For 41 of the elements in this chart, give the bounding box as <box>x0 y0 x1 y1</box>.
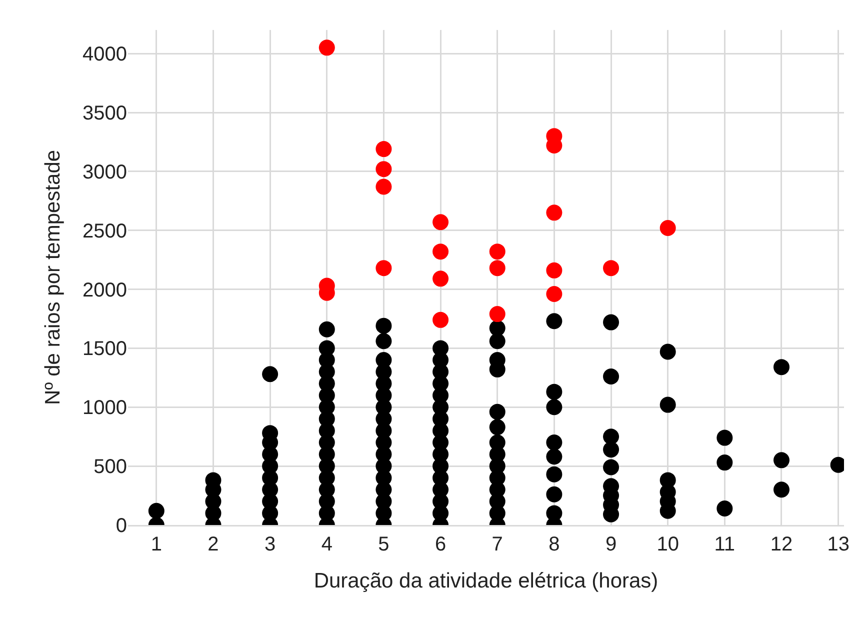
point <box>376 178 392 195</box>
y-tick-label: 4000 <box>82 44 127 66</box>
x-tick-label: 12 <box>770 534 793 556</box>
x-tick-label: 11 <box>714 534 736 556</box>
point <box>432 214 449 230</box>
y-tick-label: 0 <box>116 515 127 537</box>
x-tick-label: 6 <box>434 534 446 556</box>
y-tick-label: 2500 <box>82 220 127 242</box>
x-tick-label: 2 <box>208 534 219 556</box>
x-tick-label: 8 <box>548 534 560 556</box>
point <box>489 244 506 260</box>
y-tick-label: 3000 <box>82 161 127 184</box>
point <box>432 312 449 328</box>
x-tick-label: 13 <box>827 534 850 556</box>
y-tick-label: 3500 <box>82 102 127 124</box>
x-tick-label: 1 <box>150 534 162 556</box>
y-tick-label: 500 <box>94 456 127 478</box>
y-tick-label: 2000 <box>82 279 127 302</box>
point <box>432 270 449 287</box>
x-tick-label: 3 <box>264 534 276 556</box>
y-tick-label: 1500 <box>82 338 127 360</box>
point <box>546 204 562 221</box>
point <box>603 260 620 276</box>
x-tick-label: 10 <box>656 534 679 556</box>
y-tick-label: 1000 <box>82 397 127 420</box>
point <box>376 260 392 276</box>
point <box>318 40 335 56</box>
point <box>546 262 562 278</box>
x-tick-label: 9 <box>605 534 617 556</box>
x-tick-label: 4 <box>321 534 332 556</box>
point <box>660 220 676 236</box>
point <box>376 141 392 158</box>
point <box>489 306 506 322</box>
point <box>376 161 392 178</box>
x-tick-label: 5 <box>378 534 390 556</box>
y-axis-title: Nº de raios por tempestade <box>42 150 65 406</box>
x-tick-label: 7 <box>492 534 503 556</box>
point <box>489 260 506 276</box>
point <box>546 286 562 302</box>
x-axis-title: Duração da atividade elétrica (horas) <box>314 569 658 592</box>
point <box>432 244 449 260</box>
